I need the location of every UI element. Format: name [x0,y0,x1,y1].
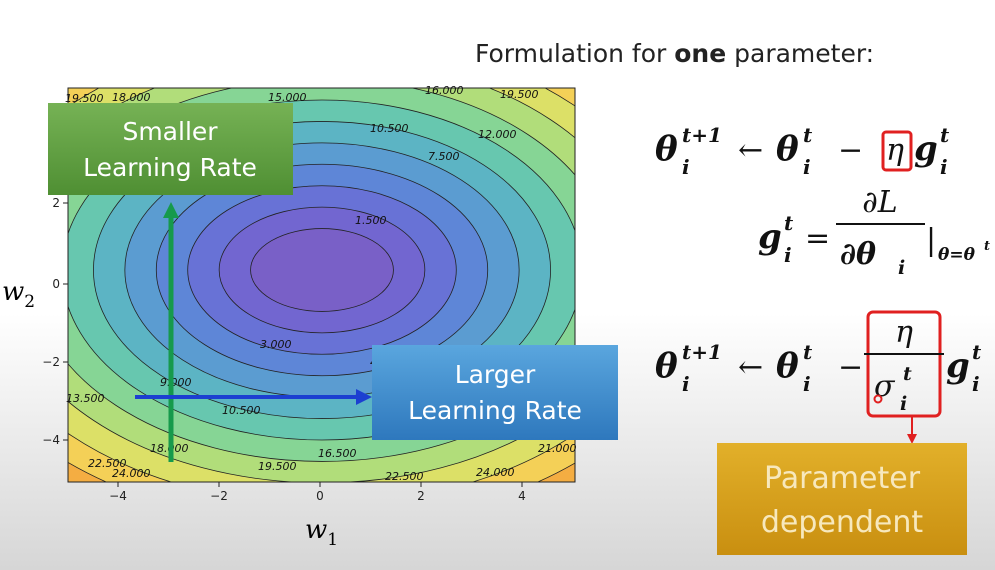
blue-arrow-head [356,389,372,405]
contour-label: 1.500 [355,214,387,227]
superscript: t [803,123,813,147]
arrow: ← [738,350,763,385]
arrow: ← [738,133,763,168]
large-rate-box [372,345,618,440]
formula-2: g t i = ∂L ∂θ i | θ=θ t [758,185,990,279]
condition: θ=θ [938,245,976,265]
contour-label: 3.000 [260,338,292,351]
contour-label: 16.000 [425,84,464,97]
subscript: i [784,243,792,267]
y-tick-label: 0 [52,277,60,291]
subscript: i [682,372,690,396]
x-tick-label: −2 [210,489,228,503]
superscript: t+1 [682,340,722,364]
symbol: g [946,346,970,386]
subscript: i [803,155,811,179]
contour-label: 12.000 [478,128,517,141]
equals: = [805,221,830,256]
superscript: t [940,123,950,147]
contour-label: 22.500 [385,470,424,483]
contour-label: 10.500 [222,404,261,417]
large-rate-text: Larger Learning Rate [408,360,582,425]
subscript: i [972,372,980,396]
symbol: g [914,129,938,169]
contour-label: 9.000 [160,376,192,389]
symbol: θ [776,346,799,386]
subscript: i [898,257,905,279]
contour-label: 19.500 [258,460,297,473]
small-rate-text: Smaller Learning Rate [83,117,257,182]
contour-label: 10.500 [370,122,409,135]
highlight-box [881,130,913,172]
contour-label: 7.500 [428,150,460,163]
y-tick-label: −4 [42,433,60,447]
superscript: t [984,239,990,254]
note-text: Parameter dependent [761,461,924,540]
x-label: w1 [305,515,338,550]
highlight-box [866,310,942,418]
bar: | [926,223,936,258]
heading: Formulation for one parameter: [475,39,874,68]
x-tick-label: 0 [316,489,324,503]
contour-label: 22.500 [88,457,127,470]
x-tick-label: 2 [417,489,425,503]
formula-1: θ t+1 i ← θ t i − η g t i [655,123,950,179]
contour-label: 19.500 [500,88,539,101]
contour-label: 15.000 [268,91,307,104]
small-rate-box [48,103,293,195]
symbol: η [886,133,904,168]
subscript: i [900,393,907,415]
contour-label: 24.000 [112,467,151,480]
contour-label: 13.500 [66,392,105,405]
symbol: θ [655,346,678,386]
symbol: θ [655,129,678,169]
green-arrow-head [163,202,179,218]
contour-label: 19.500 [65,92,104,105]
red-arrow-head [907,434,917,444]
symbol: σ [874,369,896,404]
denominator: ∂θ [840,237,876,272]
superscript: t [803,340,813,364]
plot-frame [67,87,576,483]
numerator: ∂L [862,185,897,220]
superscript: t [903,363,912,385]
subscript: i [803,372,811,396]
note-box [717,443,967,555]
formula-3: θ t+1 i ← θ t i − η σ t i g t i [655,310,982,418]
contour-label: 16.500 [318,447,357,460]
y-tick-label: 2 [52,196,60,210]
y-label: w2 [2,277,35,312]
superscript: t [972,340,982,364]
minus: − [838,350,863,385]
minus: − [838,133,863,168]
contour-label: 21.000 [538,442,577,455]
x-tick-label: −4 [109,489,127,503]
x-tick-label: 4 [518,489,526,503]
y-tick-label: −2 [42,355,60,369]
cursor-dot [873,394,883,404]
contour-band [250,228,394,312]
contour-label: 24.000 [476,466,515,479]
superscript: t+1 [682,123,722,147]
symbol: g [758,217,782,257]
numerator: η [895,315,913,350]
contour-label: 18.000 [112,91,151,104]
subscript: i [940,155,948,179]
superscript: t [784,211,794,235]
symbol: θ [776,129,799,169]
subscript: i [682,155,690,179]
